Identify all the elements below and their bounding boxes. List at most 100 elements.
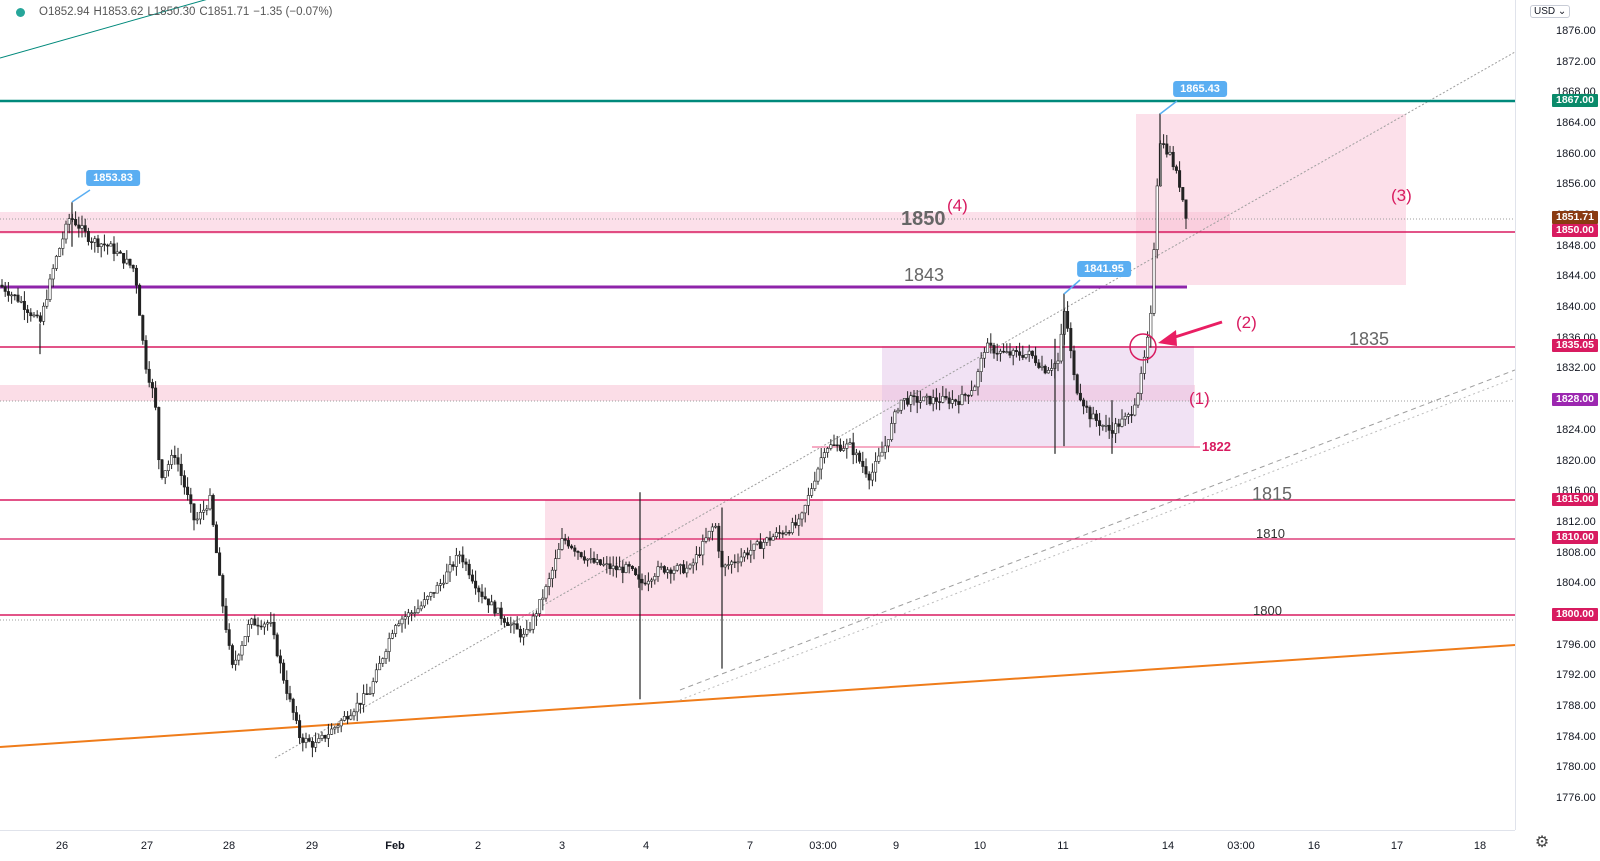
candle-body [1165, 143, 1169, 155]
candle-body [621, 566, 625, 573]
candle-body [816, 468, 820, 482]
candle-body [506, 622, 510, 626]
candle-body [707, 530, 711, 539]
candle-body [890, 423, 894, 440]
candle-body [829, 444, 833, 449]
candle-body [125, 258, 129, 264]
price-tick-label: 1844.00 [1556, 270, 1596, 283]
candle-body [611, 565, 615, 570]
candle-body [1018, 351, 1022, 356]
candle-body [947, 397, 951, 404]
price-tick-label: 1788.00 [1556, 699, 1596, 712]
candle-body [486, 598, 490, 606]
candle-body [995, 352, 999, 355]
candle-body [1034, 355, 1038, 364]
candle-body [992, 345, 996, 354]
candle-body [1091, 413, 1095, 420]
candle-body [291, 698, 295, 713]
time-tick-label: 9 [892, 840, 900, 852]
candle-body [368, 693, 372, 695]
candle-body [1075, 374, 1079, 394]
candle-body [3, 286, 7, 292]
candle-body [554, 558, 558, 571]
candle-body [842, 448, 846, 451]
trendline-dotted-main [274, 51, 1515, 759]
trendline-orange [0, 644, 1515, 748]
gear-icon[interactable]: ⚙ [1534, 834, 1550, 851]
candle-body [518, 628, 522, 638]
candle-body [480, 591, 484, 597]
candle-body [166, 464, 170, 471]
candle-body [1162, 143, 1166, 145]
note-level-1835: 1835 [1349, 329, 1390, 349]
price-tag: 1851.71 [1552, 211, 1598, 225]
candle-body [1072, 350, 1076, 376]
callout-high-1853[interactable]: 1853.83 [86, 170, 140, 186]
candle-body [330, 728, 334, 735]
candle-body [602, 563, 606, 566]
candle-body [570, 545, 574, 549]
candle-body [653, 576, 657, 581]
legend-low: L1850.30 [147, 6, 196, 18]
candle-body [115, 251, 119, 254]
candle-body [112, 243, 116, 254]
candle-body [371, 681, 375, 694]
candle-body [576, 551, 580, 553]
candle-body [643, 582, 647, 585]
candle-body [234, 659, 238, 665]
candle-body [493, 601, 497, 614]
candle-body [534, 613, 538, 617]
candle-body [925, 395, 929, 398]
candle-body [573, 547, 577, 552]
candle-body [870, 471, 874, 481]
candle-body [80, 225, 84, 229]
candle-body [346, 716, 350, 720]
candle-body [787, 531, 791, 534]
candle-body [771, 536, 775, 541]
candle-body [682, 564, 686, 574]
candle-body [515, 623, 519, 630]
candle-body [1101, 425, 1105, 427]
chart-plot-area[interactable]: O1852.94 H1853.62 L1850.30 C1851.71 −1.3… [0, 0, 1515, 830]
candle-body [931, 397, 935, 405]
candle-body [186, 486, 190, 495]
candle-body [614, 565, 618, 571]
price-axis[interactable]: 1876.00 1872.00 1868.00 1864.00 1860.00 1856.… [1515, 0, 1600, 830]
candle-body [794, 522, 798, 526]
candle-body [397, 623, 401, 626]
candle-body [781, 532, 785, 535]
time-axis[interactable]: 26 27 28 29 Feb 2 3 4 7 03:00 9 10 11 14 03:00 16 17 18 [0, 830, 1515, 861]
candle-body [163, 470, 167, 478]
candle-body [1181, 187, 1185, 201]
candle-body [333, 727, 337, 730]
candle-body [269, 622, 273, 624]
currency-selector[interactable]: USD ⌄ [1530, 5, 1571, 18]
candle-body [336, 725, 340, 728]
candle-body [176, 457, 180, 465]
note-level-1815: 1815 [1252, 484, 1293, 504]
candle-body [1027, 350, 1031, 355]
candle-body [899, 399, 903, 411]
chevron-down-icon: ⌄ [1557, 6, 1567, 17]
candle-body [691, 562, 695, 566]
candle-body [285, 679, 289, 694]
candle-body [538, 599, 542, 614]
callout-high-1841[interactable]: 1841.95 [1077, 261, 1131, 277]
legend-high: H1853.62 [93, 6, 144, 18]
time-tick-label: 27 [140, 840, 154, 852]
price-tag: 1867.00 [1552, 94, 1598, 108]
chart-canvas[interactable] [0, 0, 1515, 830]
candle-body [1139, 373, 1143, 394]
legend-change: −1.35 (−0.07%) [253, 6, 333, 18]
candle-body [326, 734, 330, 739]
candle-body [867, 473, 871, 481]
candle-body [1152, 249, 1156, 314]
candle-body [976, 371, 980, 388]
candle-body [429, 592, 433, 597]
candle-body [227, 629, 231, 646]
callout-high-1865[interactable]: 1865.43 [1173, 81, 1227, 97]
candle-body [74, 218, 78, 226]
trendline-green-upper [0, 0, 207, 59]
price-tick-label: 1792.00 [1556, 669, 1596, 682]
candle-body [134, 267, 138, 286]
